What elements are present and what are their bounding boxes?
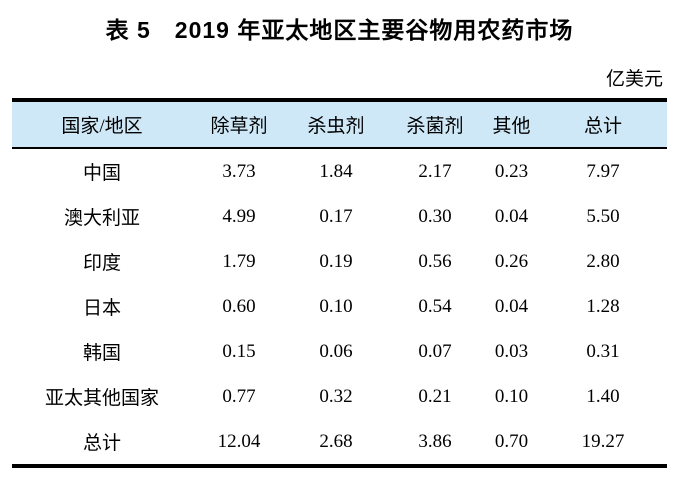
table-row-korea: 韩国 0.15 0.06 0.07 0.03 0.31: [12, 329, 667, 374]
table-row-australia: 澳大利亚 4.99 0.17 0.30 0.04 5.50: [12, 194, 667, 239]
column-header-total: 总计: [583, 116, 622, 137]
value-cell: 4.99: [222, 205, 256, 227]
table-row-total: 总计 12.04 2.68 3.86 0.70 19.27: [12, 419, 667, 464]
value-cell: 0.10: [319, 295, 353, 317]
region-cell: 日本: [82, 298, 121, 319]
region-cell: 澳大利亚: [63, 208, 140, 229]
value-cell: 0.21: [418, 385, 452, 407]
value-cell: 12.04: [217, 430, 261, 452]
value-cell: 2.68: [319, 430, 353, 452]
value-cell: 1.79: [222, 250, 256, 272]
unit-label: 亿美元: [605, 69, 663, 90]
table-header-row: 国家/地区 除草剂 杀虫剂 杀菌剂 其他 总计: [12, 102, 667, 149]
table-row-india: 印度 1.79 0.19 0.56 0.26 2.80: [12, 239, 667, 284]
value-cell: 0.04: [494, 295, 529, 317]
region-cell: 总计: [82, 433, 121, 454]
value-cell: 0.70: [494, 430, 529, 452]
value-cell: 0.10: [494, 385, 529, 407]
region-cell: 韩国: [82, 343, 121, 364]
value-cell: 0.04: [494, 205, 529, 227]
value-cell: 19.27: [581, 430, 625, 452]
value-cell: 0.32: [319, 385, 353, 407]
pesticide-market-table: 国家/地区 除草剂 杀虫剂 杀菌剂 其他 总计 中国 3.73 1.84 2.1…: [12, 98, 667, 468]
value-cell: 0.60: [222, 295, 256, 317]
value-cell: 2.17: [418, 160, 452, 182]
value-cell: 0.54: [418, 295, 452, 317]
value-cell: 0.07: [418, 340, 452, 362]
column-header-insecticide: 杀虫剂: [307, 116, 365, 137]
value-cell: 0.30: [418, 205, 452, 227]
value-cell: 3.73: [222, 160, 256, 182]
table-row-japan: 日本 0.60 0.10 0.54 0.04 1.28: [12, 284, 667, 329]
value-cell: 2.80: [586, 250, 620, 272]
value-cell: 0.77: [222, 385, 256, 407]
table-caption: 表 5 2019 年亚太地区主要谷物用农药市场: [105, 17, 574, 43]
value-cell: 0.06: [319, 340, 353, 362]
region-cell: 中国: [82, 163, 121, 184]
column-header-region: 国家/地区: [61, 116, 143, 137]
value-cell: 3.86: [418, 430, 452, 452]
value-cell: 0.56: [418, 250, 452, 272]
column-header-other: 其他: [492, 116, 531, 137]
value-cell: 5.50: [586, 205, 620, 227]
region-cell: 印度: [82, 253, 121, 274]
column-header-fungicide: 杀菌剂: [406, 116, 464, 137]
value-cell: 0.26: [494, 250, 529, 272]
value-cell: 1.28: [586, 295, 620, 317]
value-cell: 0.19: [319, 250, 353, 272]
value-cell: 7.97: [586, 160, 620, 182]
value-cell: 0.31: [586, 340, 620, 362]
value-cell: 0.03: [494, 340, 529, 362]
value-cell: 0.15: [222, 340, 256, 362]
region-cell: 亚太其他国家: [44, 388, 159, 409]
value-cell: 0.23: [494, 160, 529, 182]
value-cell: 0.17: [319, 205, 353, 227]
value-cell: 1.84: [319, 160, 353, 182]
table-row-china: 中国 3.73 1.84 2.17 0.23 7.97: [12, 149, 667, 194]
table-row-other-apac: 亚太其他国家 0.77 0.32 0.21 0.10 1.40: [12, 374, 667, 419]
value-cell: 1.40: [586, 385, 620, 407]
column-header-herbicide: 除草剂: [210, 116, 268, 137]
